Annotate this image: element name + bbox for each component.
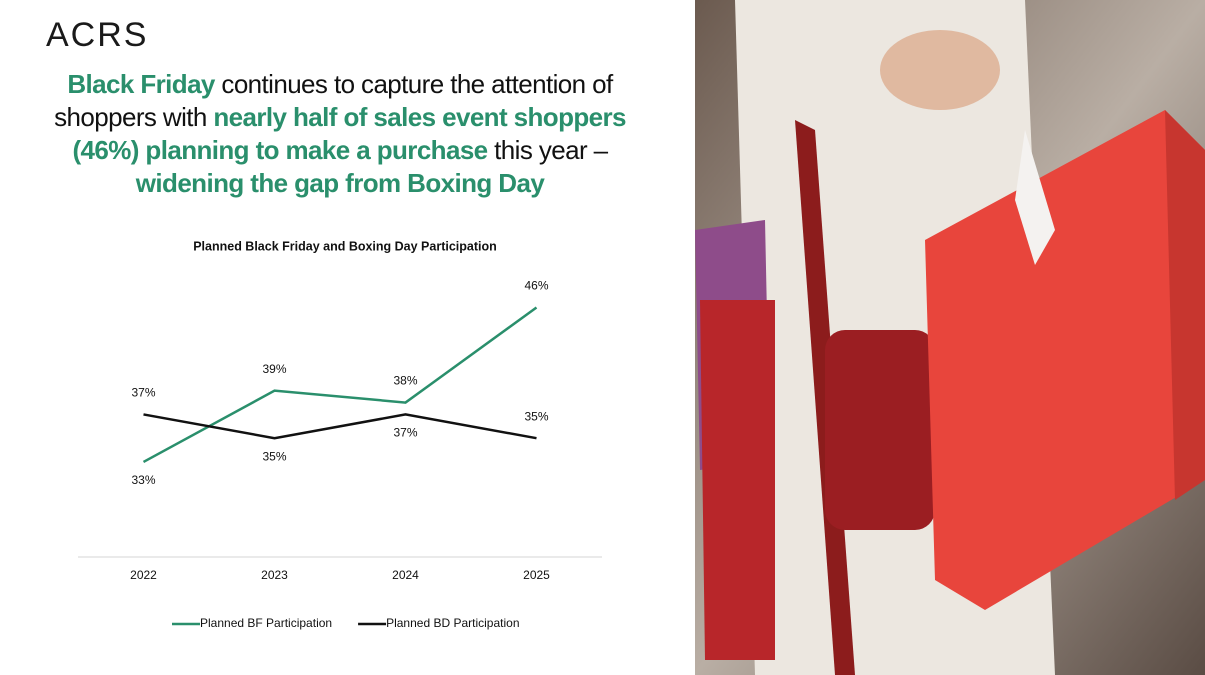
data-label: 39% — [262, 362, 286, 376]
headline-segment: widening the gap from Boxing Day — [135, 168, 545, 198]
series-line — [143, 413, 537, 440]
headline: Black Friday continues to capture the at… — [30, 68, 650, 200]
logo: ACRS — [46, 16, 149, 54]
photo — [695, 0, 1205, 675]
legend-label: Planned BF Participation — [200, 616, 332, 630]
x-tick-label: 2024 — [392, 568, 419, 582]
data-label: 38% — [393, 374, 417, 388]
data-label: 46% — [524, 279, 548, 293]
data-label: 37% — [131, 386, 155, 400]
x-tick-label: 2023 — [261, 568, 288, 582]
data-label: 33% — [131, 473, 155, 487]
headline-segment: Black Friday — [67, 69, 215, 99]
headline-segment: continues to capture the attention of sh… — [54, 69, 613, 132]
chart: Planned Black Friday and Boxing Day Part… — [78, 239, 602, 630]
x-tick-label: 2025 — [523, 568, 550, 582]
series-line — [142, 306, 538, 464]
chart-title: Planned Black Friday and Boxing Day Part… — [193, 239, 497, 253]
headline-segment: this year – — [487, 135, 608, 165]
data-label: 35% — [262, 449, 286, 463]
data-label: 37% — [393, 426, 417, 440]
headline-segment: nearly half of sales event shoppers (46%… — [72, 102, 626, 165]
x-tick-label: 2022 — [130, 568, 157, 582]
legend-label: Planned BD Participation — [386, 616, 519, 630]
data-label: 35% — [524, 409, 548, 423]
